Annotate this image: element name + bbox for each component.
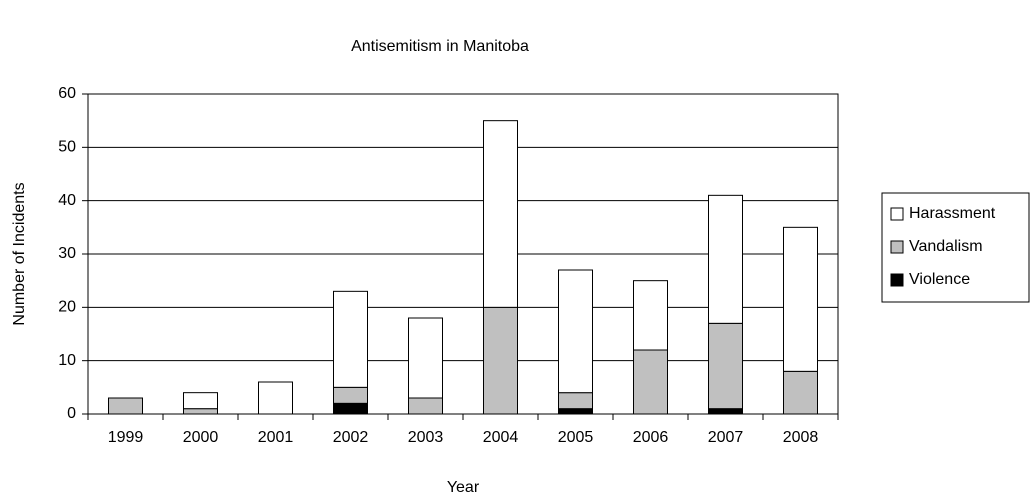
legend-swatch [890, 207, 904, 221]
plot-border [87, 93, 839, 415]
bar-segment [333, 402, 368, 415]
bar-segment [558, 269, 593, 394]
bar-segment [783, 226, 818, 372]
y-tick-label: 30 [58, 245, 76, 262]
x-tick-label: 2004 [483, 429, 519, 446]
legend-label: Harassment [909, 205, 996, 222]
x-tick-label: 1999 [108, 429, 144, 446]
bar-segment [783, 370, 818, 415]
bar-segment [708, 408, 743, 415]
legend-box [881, 192, 1030, 303]
legend-label: Violence [909, 271, 970, 288]
x-tick-label: 2005 [558, 429, 594, 446]
bar-segment [408, 317, 443, 399]
x-tick-label: 2001 [258, 429, 294, 446]
bar-segment [333, 386, 368, 404]
bar-segment [558, 408, 593, 415]
bar-segment [333, 290, 368, 388]
x-tick-label: 2006 [633, 429, 669, 446]
bar-segment [183, 408, 218, 415]
chart-title: Antisemitism in Manitoba [351, 38, 529, 55]
x-tick-label: 2002 [333, 429, 369, 446]
bar-segment [633, 349, 668, 415]
x-axis-label: Year [447, 479, 480, 496]
y-tick-label: 20 [58, 299, 76, 316]
y-tick-label: 60 [58, 85, 76, 102]
bar-segment [183, 392, 218, 410]
bar-segment [483, 306, 518, 415]
bar-segment [108, 397, 143, 415]
x-tick-label: 2000 [183, 429, 219, 446]
bar-segment [408, 397, 443, 415]
y-tick-label: 0 [67, 405, 76, 422]
x-tick-label: 2008 [783, 429, 819, 446]
y-tick-label: 40 [58, 192, 76, 209]
bar-segment [258, 381, 293, 415]
legend-swatch [890, 273, 904, 287]
x-tick-label: 2007 [708, 429, 744, 446]
y-tick-label: 50 [58, 139, 76, 156]
y-axis-label: Number of Incidents [11, 182, 28, 325]
legend-label: Vandalism [909, 238, 983, 255]
bar-segment [708, 322, 743, 410]
legend-swatch [890, 240, 904, 254]
x-tick-label: 2003 [408, 429, 444, 446]
bar-segment [483, 120, 518, 308]
bar-segment [708, 194, 743, 324]
bar-segment [633, 280, 668, 351]
y-tick-label: 10 [58, 352, 76, 369]
bar-segment [558, 392, 593, 410]
